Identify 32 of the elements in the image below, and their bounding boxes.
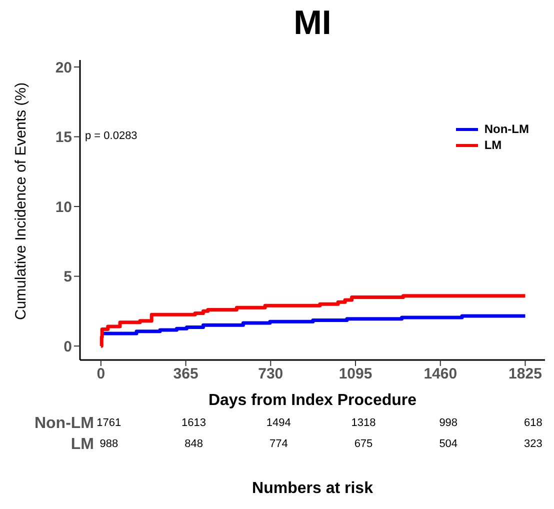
y-tick-label: 0 [64,338,72,356]
text: 1494 [265,417,292,429]
annotation: p = 0.0283 [85,130,138,142]
text: 848 [184,438,204,450]
x-axis-title: Days from Index Procedure [208,392,417,409]
y-tick-label: 15 [55,129,72,146]
y-tick-label: 20 [55,59,72,76]
legend-label: LM [484,138,502,152]
text: 504 [438,438,459,450]
x-tick-label: 1095 [338,366,372,383]
y-axis-title: Cumulative Incidence of Events (%) [12,82,30,320]
chart-title: MI [292,4,332,43]
text: 988 [100,438,118,450]
x-tick-label: 365 [173,366,198,383]
text: 1761 [96,417,122,429]
text: 1318 [350,417,377,429]
y-tick-label: 5 [64,268,72,286]
legend-label: Non-LM [484,122,529,136]
y-tick-label: 10 [55,198,72,216]
text: 675 [353,438,374,450]
text: LM [70,436,94,453]
text: 1613 [180,417,208,429]
text: 774 [268,438,289,450]
x-tick-label: 1460 [424,366,458,383]
text: 618 [523,417,544,429]
text: Non-LM [34,415,94,432]
x-tick-label: 730 [258,366,284,383]
text: 323 [523,438,544,450]
x-tick-label: 1825 [508,366,542,383]
text: Numbers at risk [251,480,374,498]
text: 998 [438,417,459,429]
x-tick-label: 0 [96,366,106,383]
